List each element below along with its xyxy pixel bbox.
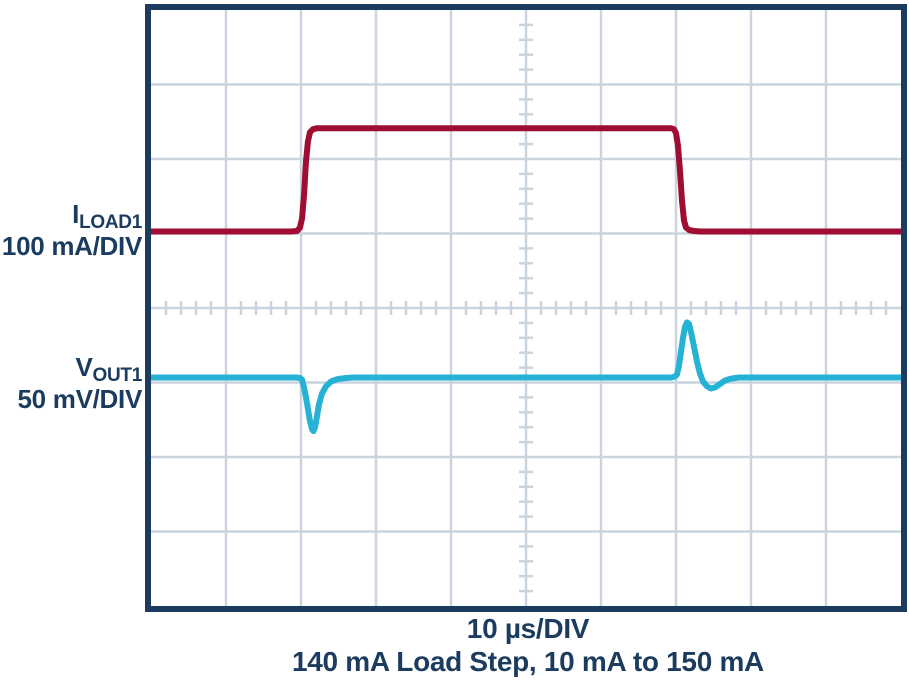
graticule-border	[145, 4, 907, 612]
iload-trace-label: ILOAD1 100 mA/DIV	[0, 200, 142, 260]
vout-trace-name: VOUT1	[75, 352, 142, 386]
load-step-caption: 140 mA Load Step, 10 mA to 150 mA	[292, 646, 764, 677]
vout-trace-label: VOUT1 50 mV/DIV	[0, 352, 143, 414]
figure-captions: 10 µs/DIV 140 mA Load Step, 10 mA to 150…	[149, 612, 907, 678]
iload-trace-name: ILOAD1	[72, 199, 142, 233]
vout-trace-scale: 50 mV/DIV	[17, 384, 143, 414]
iload-trace-scale: 100 mA/DIV	[1, 231, 142, 261]
oscilloscope-plot	[145, 4, 907, 612]
trace-vout1	[148, 319, 904, 435]
trace-iload1	[148, 125, 904, 235]
timebase-caption: 10 µs/DIV	[466, 613, 590, 644]
